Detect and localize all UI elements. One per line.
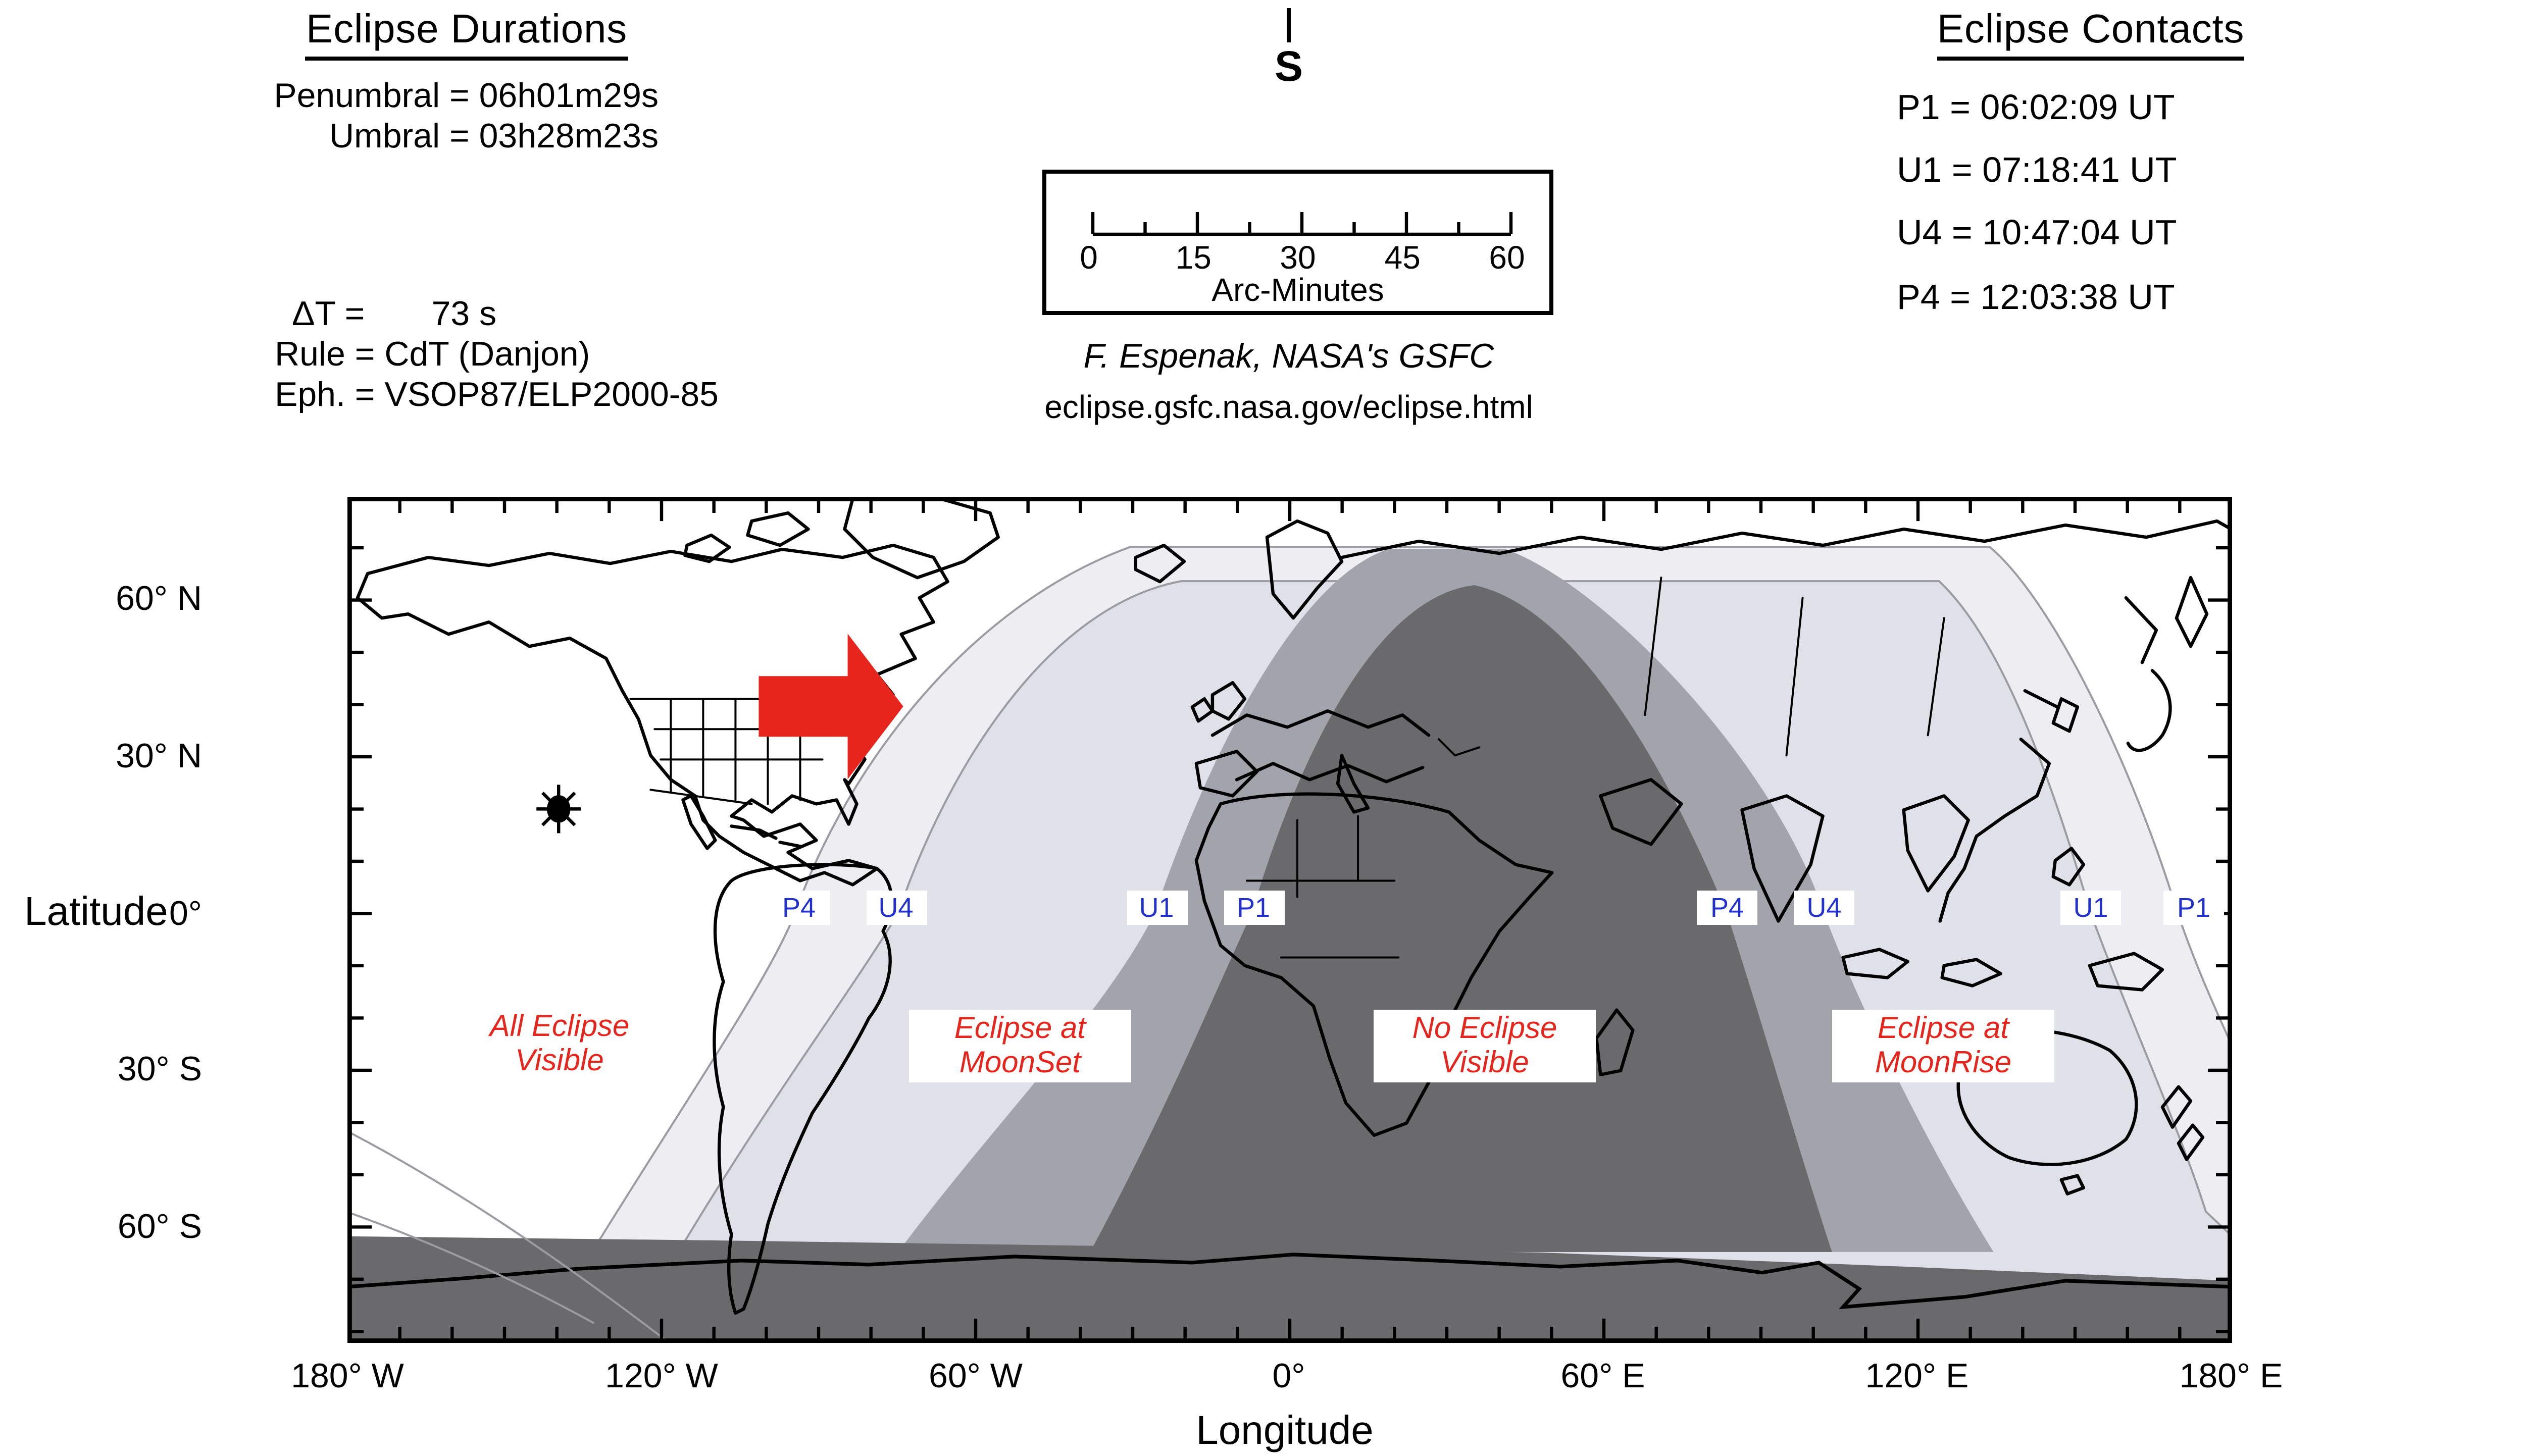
eclipse-durations-lines: Penumbral = 06h01m29s Umbral = 03h28m23s — [202, 77, 731, 155]
contact-curve-wrap-2 — [347, 1211, 595, 1324]
zone-label-line: Eclipse at — [954, 1012, 1086, 1046]
scale-tick-0: 0 — [1080, 242, 1098, 277]
credit-url: eclipse.gsfc.nasa.gov/eclipse.html — [1044, 392, 1533, 426]
zone-label-line: Visible — [1440, 1046, 1529, 1080]
eclipse-durations-panel: Eclipse Durations Penumbral = 06h01m29s … — [202, 8, 731, 155]
scale-tick-15: 15 — [1175, 242, 1211, 277]
curve-label-p4-west: P4 — [769, 891, 829, 925]
zone-label-all-visible: All Eclipse Visible — [448, 1010, 671, 1078]
contact-u4: U4 = 10:47:04 UT — [1897, 213, 2177, 253]
red-arrow — [759, 634, 903, 779]
zone-label-moonset: Eclipse at MoonSet — [909, 1010, 1131, 1082]
lon-label-60w: 60° W — [929, 1357, 1023, 1395]
latitude-ticks-left — [351, 546, 372, 1333]
zone-label-moonrise: Eclipse at MoonRise — [1832, 1010, 2054, 1082]
arc-minutes-ruler — [1091, 212, 1513, 236]
longitude-ticks-bottom — [347, 1318, 2232, 1339]
lon-label-0: 0° — [1272, 1357, 1305, 1395]
scale-tick-60: 60 — [1489, 242, 1525, 277]
lat-label-0: 0° — [169, 894, 202, 932]
compass-tick-mark — [1287, 8, 1291, 42]
umbral-duration: Umbral = 03h28m23s — [329, 116, 659, 154]
lat-label-30s: 30° S — [117, 1050, 202, 1088]
lat-label-60s: 60° S — [117, 1207, 202, 1245]
lon-label-180e: 180° E — [2179, 1357, 2283, 1395]
lat-label-30n: 30° N — [116, 737, 202, 775]
arc-minutes-scale-box: 0 15 30 45 60 Arc-Minutes — [1042, 170, 1553, 315]
scale-unit-label: Arc-Minutes — [1211, 275, 1384, 309]
star-symbol — [536, 785, 581, 834]
rule-value: Rule = CdT (Danjon) — [275, 335, 590, 374]
zone-label-no-eclipse: No Eclipse Visible — [1374, 1010, 1596, 1082]
eclipse-contacts-panel: Eclipse Contacts P1 = 06:02:09 UT U1 = 0… — [1868, 8, 2313, 329]
curve-label-p1-west: P1 — [1223, 891, 1284, 925]
ephemeris-value: Eph. = VSOP87/ELP2000-85 — [275, 376, 719, 414]
contact-p4: P4 = 12:03:38 UT — [1897, 276, 2175, 317]
eclipse-durations-title: Eclipse Durations — [306, 8, 628, 61]
credit-author: F. Espenak, NASA's GSFC — [1083, 337, 1494, 376]
zone-label-line: Visible — [515, 1044, 604, 1078]
zone-label-line: Eclipse at — [1877, 1012, 2009, 1046]
continent-outlines — [356, 497, 2232, 1315]
longitude-ticks-top — [347, 501, 2232, 522]
calculation-params-panel: ΔT = 73 s Rule = CdT (Danjon) Eph. = VSO… — [275, 295, 719, 416]
map-frame — [347, 497, 2232, 1343]
delta-t-value: ΔT = 73 s — [275, 295, 497, 333]
latitude-ticks-right — [2207, 546, 2228, 1333]
eclipse-contacts-lines: P1 = 06:02:09 UT U1 = 07:18:41 UT U4 = 1… — [1868, 77, 2313, 329]
zone-no-eclipse — [1090, 585, 1832, 1252]
lon-label-120e: 120° E — [1865, 1357, 1969, 1395]
y-axis-title: Latitude — [24, 891, 168, 935]
lon-label-180w: 180° W — [291, 1357, 404, 1395]
curve-label-u1-east: U1 — [2060, 891, 2121, 925]
credit-block: F. Espenak, NASA's GSFC eclipse.gsfc.nas… — [885, 337, 1693, 428]
eclipse-contacts-title: Eclipse Contacts — [1937, 8, 2245, 61]
antarctica-coastline — [347, 1253, 2232, 1310]
curve-label-p4-east: P4 — [1697, 891, 1757, 925]
x-axis-title: Longitude — [1196, 1410, 1374, 1454]
zone-label-line: No Eclipse — [1412, 1012, 1557, 1046]
contact-p1: P1 = 06:02:09 UT — [1897, 87, 2175, 127]
compass-south-label: S — [1274, 44, 1303, 91]
zone-label-line: MoonRise — [1875, 1046, 2012, 1080]
zone-label-line: MoonSet — [959, 1046, 1081, 1080]
lon-label-60e: 60° E — [1560, 1357, 1645, 1395]
curve-label-p1-east: P1 — [2163, 891, 2224, 925]
world-eclipse-map — [347, 497, 2232, 1343]
contact-curve-wrap-1 — [347, 1130, 666, 1340]
lat-label-60n: 60° N — [116, 580, 202, 618]
penumbral-duration: Penumbral = 06h01m29s — [274, 77, 659, 115]
curve-label-u1-west: U1 — [1126, 891, 1187, 925]
scale-tick-30: 30 — [1280, 242, 1316, 277]
zone-label-line: All Eclipse — [489, 1010, 630, 1044]
curve-label-u4-east: U4 — [1794, 891, 1854, 925]
contact-u1: U1 = 07:18:41 UT — [1897, 149, 2177, 190]
lon-label-120w: 120° W — [605, 1357, 718, 1395]
curve-label-u4-west: U4 — [866, 891, 926, 925]
scale-tick-45: 45 — [1384, 242, 1421, 277]
